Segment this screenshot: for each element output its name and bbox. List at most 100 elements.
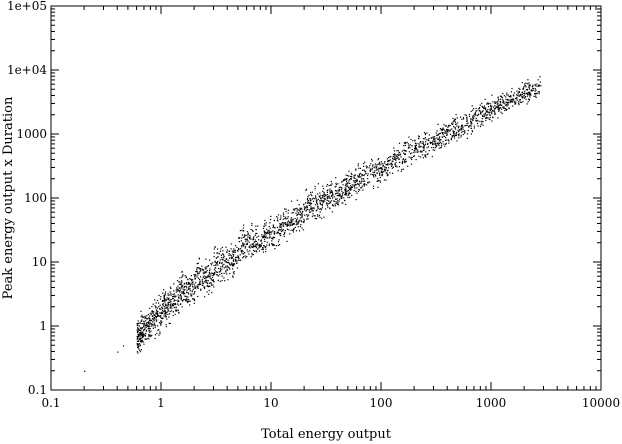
data-point [145,325,147,327]
data-point [165,316,167,318]
data-point [535,85,537,87]
data-point [518,95,520,97]
data-point [367,182,369,184]
data-point [256,243,258,245]
data-point [317,206,319,208]
data-point [493,110,495,112]
data-point [276,219,278,221]
data-point [149,331,151,333]
data-point [526,92,528,94]
data-point [443,129,445,131]
data-point [197,272,199,274]
data-point [253,246,256,248]
data-point [430,142,432,144]
data-point [519,101,521,103]
data-point [415,149,417,151]
data-point [195,274,197,276]
data-point [312,200,315,202]
data-point [187,292,189,294]
data-point [241,234,243,236]
data-point [237,250,239,252]
data-point [145,323,147,325]
data-point [415,151,417,153]
data-point [303,218,305,221]
data-point [340,189,342,191]
data-point [165,314,167,316]
data-point [136,343,138,345]
data-point [429,142,432,144]
data-point [195,282,197,284]
data-point [149,328,151,330]
data-point [268,232,270,234]
data-point [179,277,181,279]
data-point [141,340,143,342]
data-point [334,205,337,207]
data-point [447,126,449,128]
data-point [502,106,504,108]
data-point [155,316,157,318]
data-point [238,237,240,239]
data-point [178,300,180,302]
data-point [485,117,487,120]
data-point [389,159,391,161]
data-point [283,235,285,237]
data-point [325,198,327,200]
data-point [415,142,417,144]
data-point [487,108,489,111]
data-point [167,304,169,306]
data-point [266,244,268,246]
data-point [365,165,367,167]
data-point [185,285,187,287]
data-point [462,125,464,127]
data-point [407,165,409,167]
data-point [213,274,215,276]
data-point [363,178,365,180]
data-point [150,330,152,332]
data-point [405,160,407,163]
data-point [217,267,220,270]
data-point [180,286,182,288]
data-point [193,293,196,295]
data-point [173,300,175,302]
data-point [314,215,316,217]
data-point [294,226,296,228]
data-point [165,315,167,318]
data-point [178,281,180,283]
data-point [527,79,529,81]
data-point [245,234,247,236]
data-point [315,198,317,200]
data-point [254,244,256,246]
data-point [333,205,335,207]
data-point [412,140,414,142]
data-point [380,161,383,163]
data-point [213,264,215,267]
data-point [316,214,319,216]
data-point [187,301,189,304]
data-point [172,315,174,317]
data-point [163,299,166,301]
data-point [355,180,357,182]
data-point [371,169,373,171]
data-point [145,326,147,329]
data-point [535,96,537,98]
data-point [180,287,182,289]
data-point [460,116,462,118]
data-point [159,315,161,317]
data-point [372,171,374,173]
data-point [176,280,179,282]
data-point [309,211,312,213]
data-point [466,133,469,135]
data-point [451,135,453,137]
data-point [254,234,256,236]
data-point [359,167,362,169]
data-point [250,256,252,258]
data-point [141,323,143,325]
data-point [300,207,302,209]
data-point [188,285,190,288]
data-point [465,114,467,116]
data-point [447,129,449,131]
data-point [296,199,298,201]
data-point [380,167,382,169]
data-point [327,197,329,200]
data-point [206,266,208,268]
